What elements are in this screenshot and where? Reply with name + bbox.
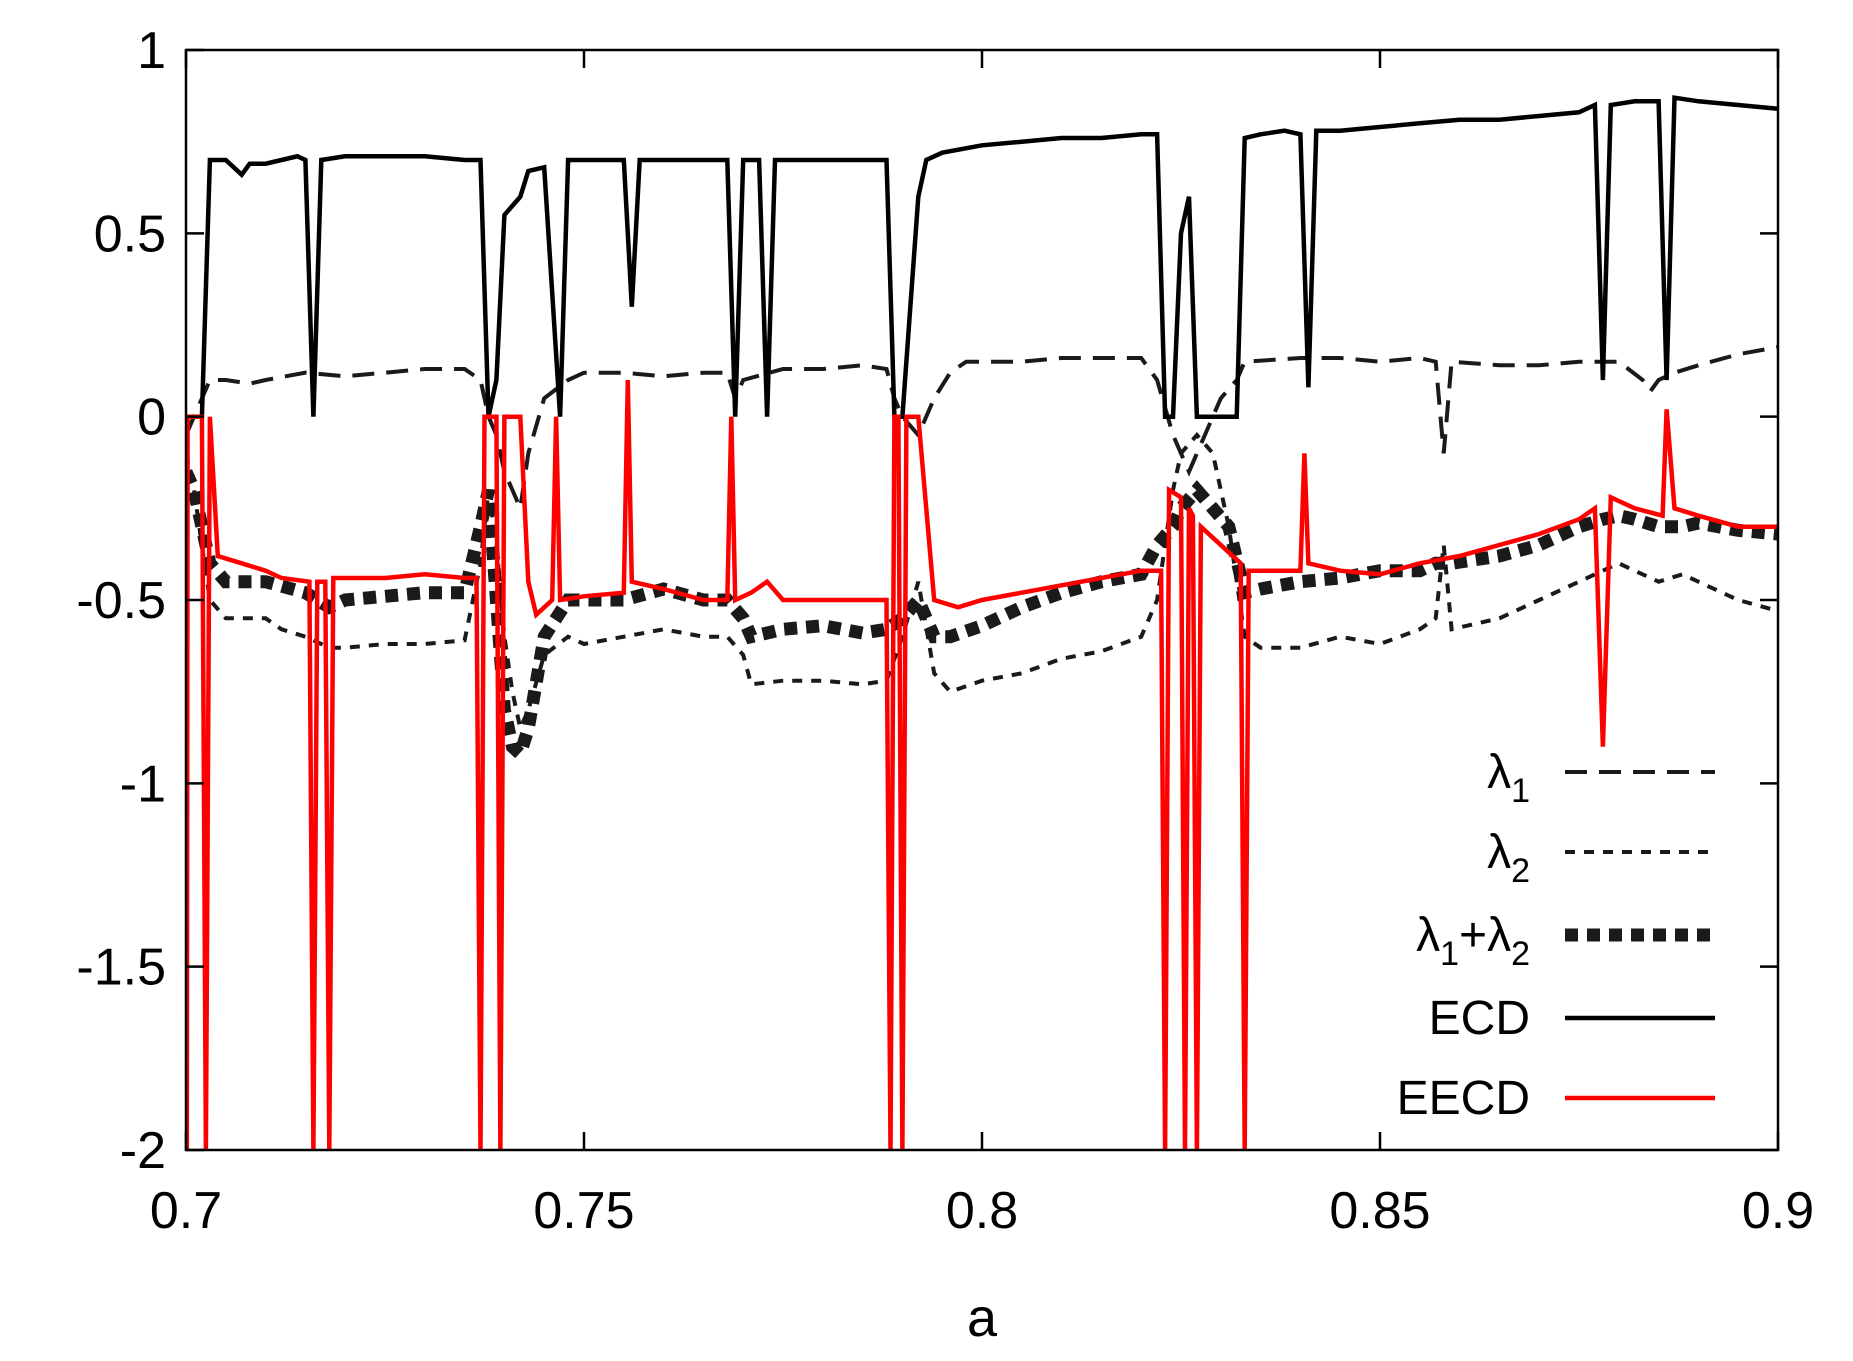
legend-label: λ1 bbox=[1487, 746, 1530, 810]
series-line--2-1 bbox=[186, 431, 1778, 735]
series-layer bbox=[186, 95, 1778, 1150]
y-tick-label: -2 bbox=[120, 1122, 166, 1180]
legend: λ1 λ2 λ1+λ2 ECD EECD bbox=[1397, 746, 1715, 1125]
y-tick-label: 0 bbox=[137, 389, 166, 447]
x-tick-label: 0.9 bbox=[1742, 1182, 1814, 1240]
x-tick-label: 0.7 bbox=[150, 1182, 222, 1240]
series-line--1-0 bbox=[186, 345, 1778, 516]
y-tick-label: 1 bbox=[137, 22, 166, 80]
x-axis-label: a bbox=[967, 1288, 998, 1348]
legend-label: λ1+λ2 bbox=[1416, 909, 1530, 973]
x-tick-label: 0.75 bbox=[533, 1182, 634, 1240]
legend-label: λ2 bbox=[1487, 826, 1530, 890]
ticks-layer: 0.7 0.75 0.8 0.85 0.9 1 0.5 0 -0.5 -1 -1.5 -2 bbox=[76, 22, 1814, 1240]
y-tick-label: -0.5 bbox=[76, 572, 166, 630]
legend-label: ECD bbox=[1429, 992, 1530, 1045]
y-tick-label: 0.5 bbox=[94, 205, 166, 263]
x-tick-label: 0.8 bbox=[946, 1182, 1018, 1240]
y-tick-label: -1 bbox=[120, 755, 166, 813]
y-tick-label: -1.5 bbox=[76, 939, 166, 997]
legend-label: EECD bbox=[1397, 1072, 1530, 1125]
series-line--1-2-2 bbox=[186, 469, 1778, 766]
series-line-eecd-4 bbox=[186, 379, 1778, 1150]
x-tick-label: 0.85 bbox=[1329, 1182, 1430, 1240]
